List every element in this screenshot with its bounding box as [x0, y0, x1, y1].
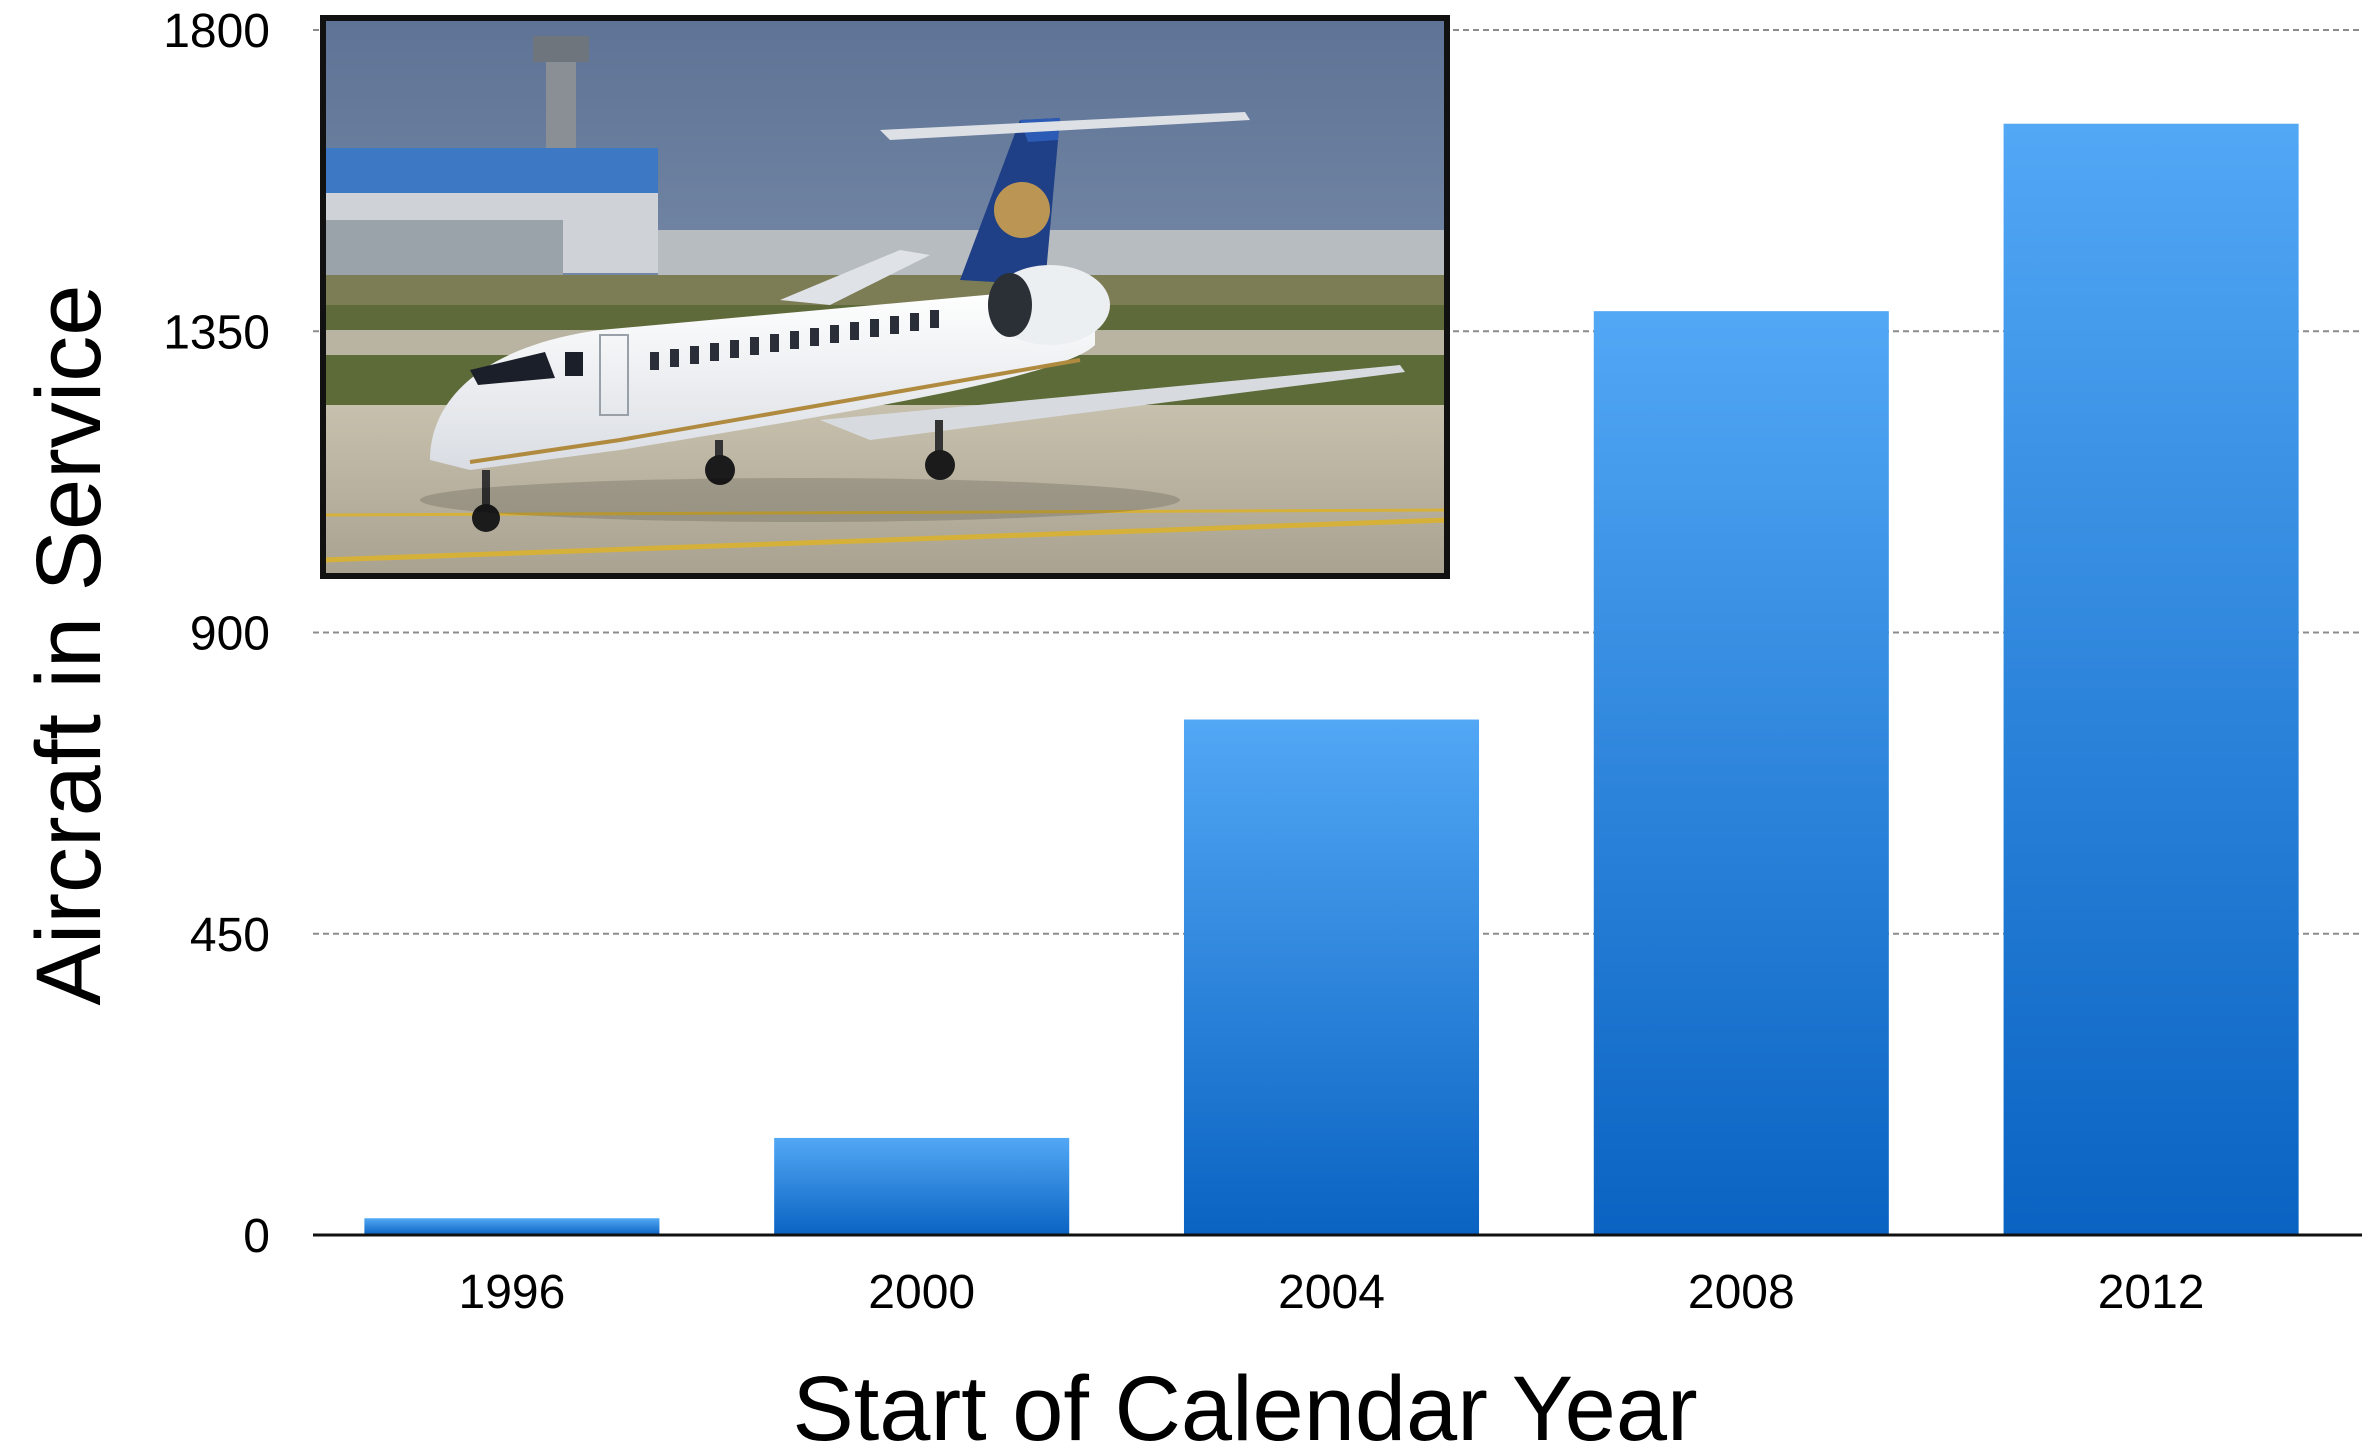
y-tick-label: 1350 [163, 306, 270, 359]
y-axis-label: Aircraft in Service [18, 285, 120, 1006]
bars [364, 123, 2299, 1236]
y-tick-labels: 0 450 900 1350 1800 [163, 5, 270, 1263]
y-tick-label: 450 [190, 909, 270, 962]
y-tick-label: 900 [190, 608, 270, 661]
bar-2012 [2003, 123, 2299, 1236]
control-tower-icon [546, 48, 576, 158]
x-tick-label: 2012 [2098, 1266, 2205, 1319]
x-axis-label: Start of Calendar Year [792, 1358, 1697, 1451]
bar-2004 [1183, 719, 1480, 1235]
x-tick-labels: 1996 2000 2004 2008 2012 [459, 1266, 2205, 1319]
aircraft-photo-inset [320, 15, 1450, 579]
bar-2000 [774, 1137, 1070, 1235]
y-tick-label: 0 [243, 1210, 270, 1263]
x-tick-label: 2004 [1278, 1266, 1385, 1319]
bar-1996 [364, 1218, 660, 1235]
x-tick-label: 2000 [868, 1266, 975, 1319]
x-tick-label: 1996 [459, 1266, 566, 1319]
y-tick-label: 1800 [163, 5, 270, 58]
bar-2008 [1593, 311, 1889, 1236]
x-tick-label: 2008 [1688, 1266, 1795, 1319]
